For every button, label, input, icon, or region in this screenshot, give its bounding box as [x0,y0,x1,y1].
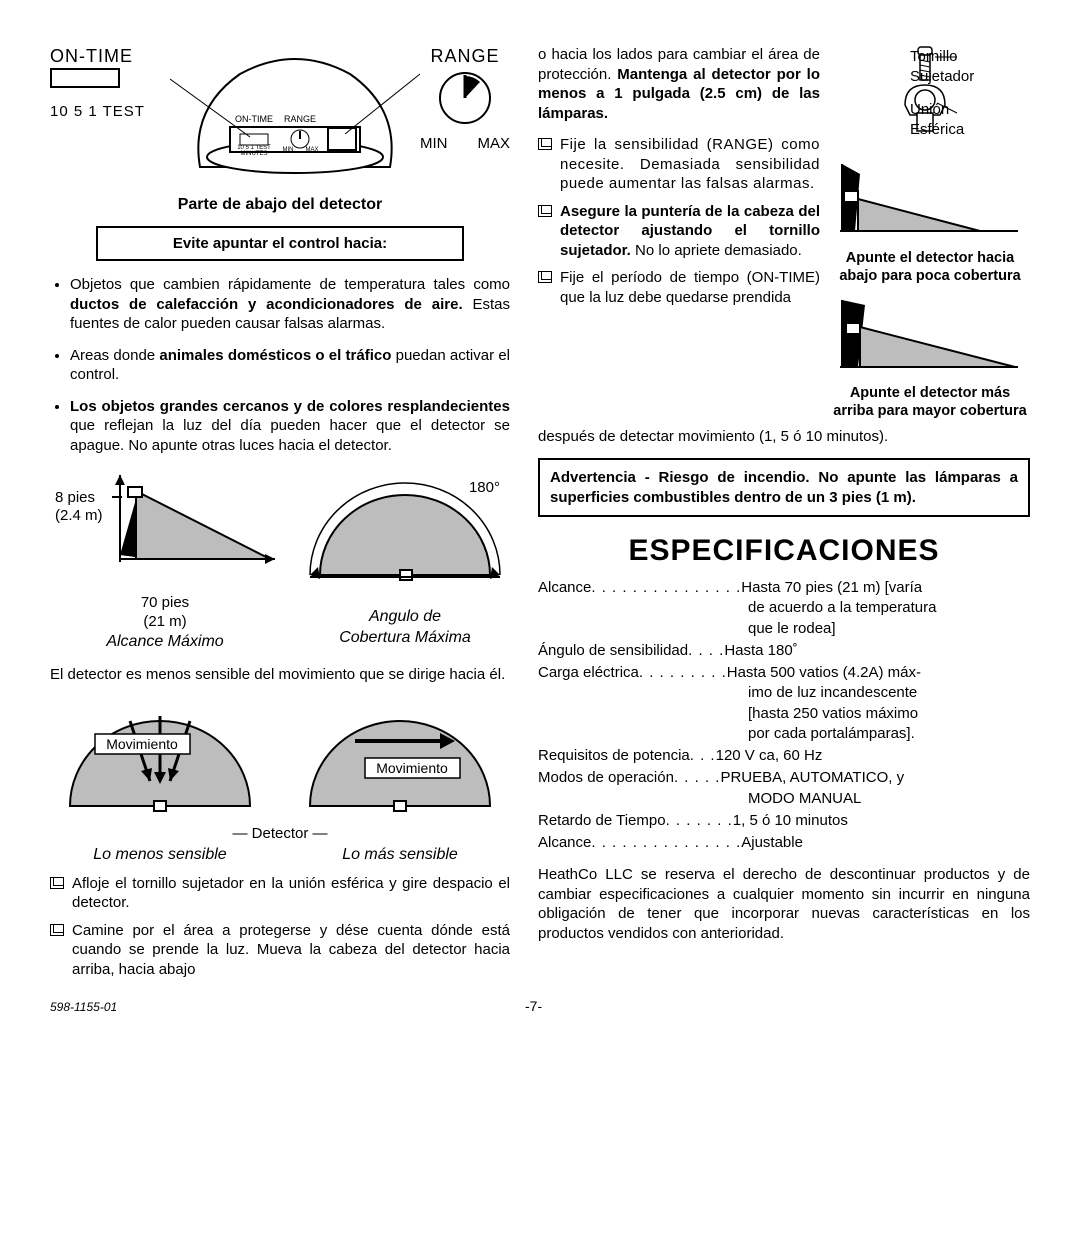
left-column: ON-TIME 10 5 1 TEST ON-TIME 10 5 1 TEST … [50,45,510,987]
left-checklist: Afloje el tornillo sujetador en la unión… [50,874,510,980]
right-check-1: Fije la sensibilidad (RANGE) como necesi… [560,135,820,194]
inner-on-time-label: ON-TIME [235,114,273,124]
checkbox-icon [538,205,552,217]
on-time-label: ON-TIME [50,45,170,68]
warning-box: Advertencia - Riesgo de incendio. No apu… [538,458,1030,517]
aim-figures: Tornillo Sujetador Unión Esférica Apunte… [830,45,1030,431]
aim-up-caption: Apunte el detector más arriba para mayor… [830,384,1030,420]
spec-row: Modos de operación . . . . .PRUEBA, AUTO… [538,768,1030,809]
check-item-1: Afloje el tornillo sujetador en la unión… [72,874,510,913]
spec-row: Carga eléctrica . . . . . . . . .Hasta 5… [538,663,1030,744]
inner-max-label: MAX [305,147,318,153]
page-number: -7- [117,997,950,1015]
spec-list: Alcance . . . . . . . . . . . . . . .Has… [538,578,1030,853]
screw-label-t: Tornillo [910,47,1030,67]
max-label: MAX [477,134,510,154]
on-time-dial-box [50,68,130,94]
mov-label-1: Movimiento [106,736,178,752]
less-sensitive-diagram: Movimiento [55,696,265,826]
more-sensitive-diagram: Movimiento [295,696,505,826]
detector-bottom-diagram: ON-TIME 10 5 1 TEST MINUTES RANGE MIN MA… [170,49,420,179]
right-checklist: Fije la sensibilidad (RANGE) como necesi… [538,135,820,307]
doc-number: 598-1155-01 [50,1000,117,1016]
inner-range-label: RANGE [284,114,316,124]
right-check-3a: Fije el período de tiempo (ON-TIME) que … [560,268,820,307]
spec-row: Ángulo de sensibilidad. . . .Hasta 180˚ [538,641,1030,661]
inner-minutes-label: MINUTES [241,151,268,157]
angle-caption-2: Cobertura Máxima [300,628,510,649]
mov-label-2: Movimiento [376,760,448,776]
avoid-list: Objetos que cambien rápidamente de tempe… [50,275,510,455]
checkbox-icon [50,924,64,936]
checkbox-icon [538,271,552,283]
more-sensible-caption: Lo más sensible [290,845,510,866]
dist-m-label: (21 m) [50,612,280,632]
right-check-2: Asegure la puntería de la cabeza del det… [560,202,820,261]
less-sensible-caption: Lo menos sensible [50,845,270,866]
sensitivity-diagrams: Movimiento Movimiento [50,696,510,832]
sensitivity-para: El detector es menos sensible del movimi… [50,665,510,685]
avoid-item-1: Objetos que cambien rápidamente de tempe… [70,275,510,334]
screw-label-s: Sujetador [910,67,1030,87]
avoid-box: Evite apuntar el control hacia: [96,226,464,262]
avoid-item-3: Los objetos grandes cercanos y de colore… [70,397,510,456]
spec-row: Retardo de Tiempo . . . . . . .1, 5 ó 10… [538,811,1030,831]
range-dial-icon [435,68,495,128]
screw-label-e: Esférica [910,120,1030,140]
range-diagrams: 8 pies (2.4 m) 70 pies (21 m) Alcance Má… [50,467,510,652]
height-m-label: (2.4 m) [55,507,103,524]
dist-label: 70 pies [50,593,280,613]
detector-center-label: Detector [252,825,309,842]
disclaimer: HeathCo LLC se reserva el derecho de des… [538,865,1030,943]
max-range-diagram: 8 pies (2.4 m) [50,467,280,587]
dial-left-scale: 10 5 1 TEST [50,102,170,122]
right-column: o hacia los lados para cambiar el área d… [538,45,1030,987]
detector-caption: Parte de abajo del detector [50,195,510,216]
min-label: MIN [420,134,448,154]
screw-label-u: Unión [910,100,1030,120]
footer: 598-1155-01 -7- [50,997,1030,1015]
angle-caption-1: Angulo de [300,607,510,628]
checkbox-icon [538,138,552,150]
aim-down-caption: Apunte el detector hacia abajo para poca… [830,249,1030,285]
range-label: RANGE [420,45,510,68]
aim-down-diagram [830,159,1020,239]
spec-row: Alcance . . . . . . . . . . . . . . .Has… [538,578,1030,639]
inner-min-label: MIN [283,147,294,153]
spec-row: Requisitos de potencia . . .120 V ca, 60… [538,746,1030,766]
check-item-2: Camine por el área a protegerse y dése c… [72,921,510,980]
continue-para: o hacia los lados para cambiar el área d… [538,45,820,123]
max-range-caption: Alcance Máximo [50,632,280,653]
aim-up-diagram [830,295,1020,375]
spec-title: ESPECIFICACIONES [538,531,1030,570]
page: ON-TIME 10 5 1 TEST ON-TIME 10 5 1 TEST … [50,45,1030,987]
spec-row: Alcance . . . . . . . . . . . . . . .Aju… [538,833,1030,853]
avoid-item-2: Areas donde animales domésticos o el trá… [70,346,510,385]
height-label: 8 pies [55,489,95,506]
checkbox-icon [50,877,64,889]
